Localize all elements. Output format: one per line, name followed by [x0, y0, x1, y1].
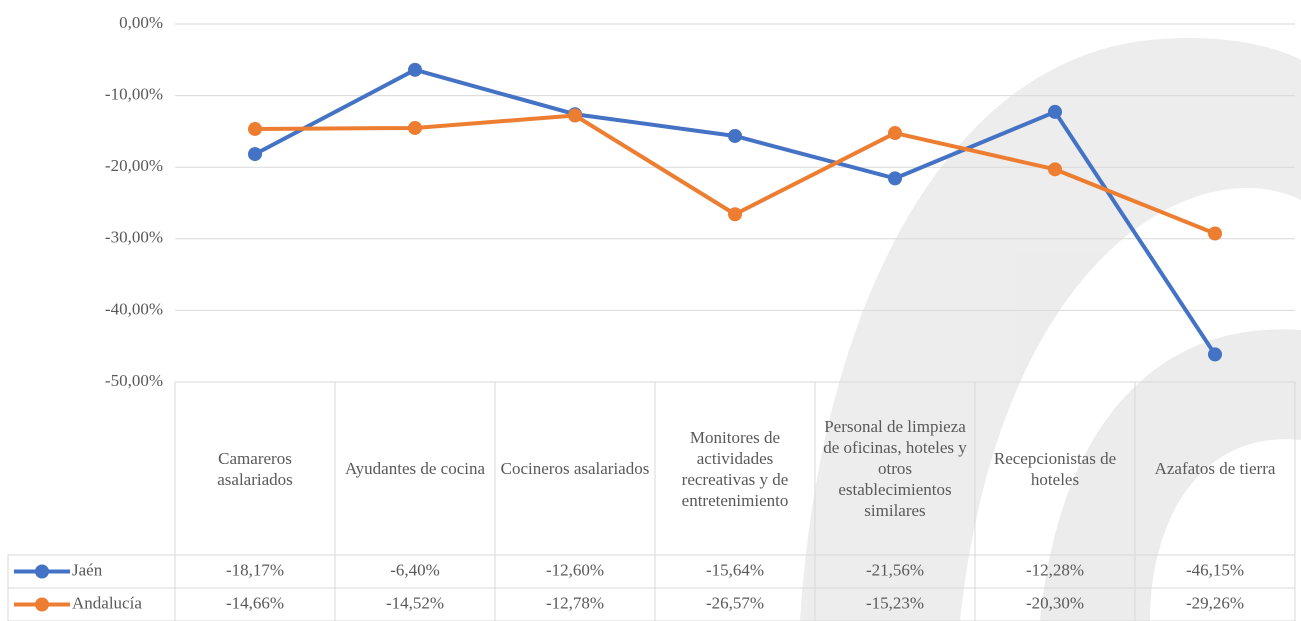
- y-tick-label: -10,00%: [105, 85, 163, 104]
- table-value: -14,52%: [386, 593, 444, 612]
- point: [248, 121, 262, 136]
- x-tick-label: Camareros asalariados: [217, 448, 293, 489]
- y-tick-label: -20,00%: [105, 156, 163, 175]
- table-value: -18,17%: [226, 560, 284, 579]
- point: [888, 171, 902, 186]
- point: [1208, 347, 1222, 362]
- y-tick-label: -40,00%: [105, 299, 163, 318]
- table-value: -14,66%: [226, 593, 284, 612]
- table-value: -12,60%: [546, 560, 604, 579]
- y-tick-label: -50,00%: [105, 371, 163, 390]
- table-value: -29,26%: [1186, 593, 1244, 612]
- y-tick-label: 0,00%: [119, 13, 163, 32]
- watermark: [800, 37, 1301, 621]
- table-value: -15,64%: [706, 560, 764, 579]
- category-cell: Cocineros asalariados: [500, 459, 650, 478]
- point: [728, 207, 742, 222]
- point: [1208, 226, 1222, 241]
- point: [1048, 162, 1062, 177]
- table-value: -12,28%: [1026, 560, 1084, 579]
- point: [408, 120, 422, 135]
- table-value: -26,57%: [706, 593, 764, 612]
- point: [1048, 104, 1062, 119]
- category-cell: Azafatos de tierra: [1154, 459, 1276, 478]
- legend-marker: [35, 564, 49, 579]
- x-tick-label: Azafatos de tierra: [1154, 459, 1276, 478]
- table-value: -12,78%: [546, 593, 604, 612]
- legend-marker: [35, 597, 49, 612]
- x-tick-label: Cocineros asalariados: [500, 459, 650, 478]
- point: [248, 147, 262, 162]
- category-cell: Personal de limpieza de oficinas, hotele…: [823, 417, 967, 520]
- point: [408, 62, 422, 77]
- y-tick-label: -30,00%: [105, 228, 163, 247]
- category-cell: Ayudantes de cocina: [344, 459, 486, 478]
- point: [568, 108, 582, 123]
- category-cell: Monitores de actividades recreativas y d…: [681, 427, 789, 510]
- category-cell: Camareros asalariados: [217, 448, 293, 489]
- x-tick-label: Monitores de actividades recreativas y d…: [681, 427, 789, 510]
- table-value: -21,56%: [866, 560, 924, 579]
- category-cell: Recepcionistas de hoteles: [993, 448, 1117, 489]
- x-tick-label: Ayudantes de cocina: [344, 459, 486, 478]
- table-value: -46,15%: [1186, 560, 1244, 579]
- x-tick-label: Recepcionistas de hoteles: [993, 448, 1117, 489]
- legend-label: Andalucía: [72, 593, 142, 612]
- table-value: -6,40%: [390, 560, 440, 579]
- legend-label: Jaén: [72, 560, 103, 579]
- point: [888, 126, 902, 141]
- table-value: -20,30%: [1026, 593, 1084, 612]
- table-value: -15,23%: [866, 593, 924, 612]
- x-tick-label: Personal de limpieza de oficinas, hotele…: [823, 417, 967, 520]
- point: [728, 128, 742, 143]
